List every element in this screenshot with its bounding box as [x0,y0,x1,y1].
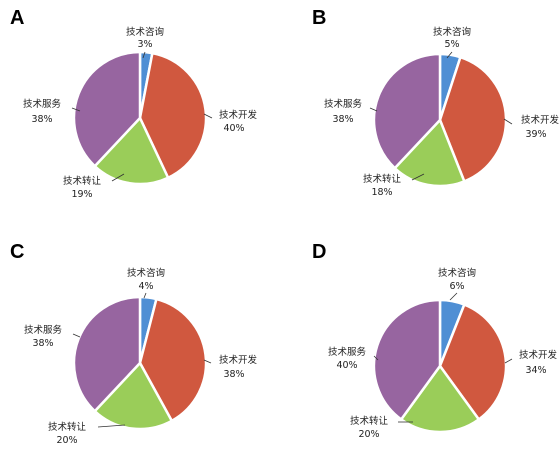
slice-percent-service: 38% [332,114,353,125]
slice-percent-development: 34% [525,365,546,376]
pie-slice-transfer [93,115,170,186]
leader-line [411,173,425,181]
slice-label-service: 技术服务 [23,98,62,110]
pie-slice-service [72,295,142,413]
leader-line [504,358,513,364]
slice-percent-service: 38% [31,114,52,125]
leader-line [449,292,458,301]
panel-letter: D [312,241,326,263]
pie-slice-service [372,298,442,422]
slice-label-service: 技术服务 [328,346,367,358]
slice-percent-transfer: 18% [371,187,392,198]
slice-label-consulting: 技术咨询 [126,26,164,38]
pie-slice-development [438,303,508,422]
slice-percent-consulting: 4% [138,281,153,292]
slice-label-consulting: 技术咨询 [127,267,165,279]
pie-slice-development [438,55,508,183]
leader-line [503,118,513,125]
slice-percent-transfer: 19% [71,189,92,200]
pie-slice-development [138,51,208,180]
slice-label-transfer: 技术转让 [363,173,402,185]
panel-letter: A [10,7,24,29]
slice-label-development: 技术开发 [219,109,258,121]
pie-slice-development [138,297,208,423]
leader-line [111,173,125,182]
leader-line [446,51,453,59]
slice-label-consulting: 技术咨询 [433,26,471,38]
pie-slice-service [72,50,142,168]
slice-label-transfer: 技术转让 [63,175,102,187]
leader-line [373,355,379,361]
leader-line [72,333,81,338]
slice-label-service: 技术服务 [24,324,63,336]
slice-percent-consulting: 6% [449,281,464,292]
panel-letter: C [10,241,24,263]
panel-letter: B [312,7,326,29]
slice-label-service: 技术服务 [324,98,363,110]
slice-percent-transfer: 20% [358,429,379,440]
leader-line [143,292,147,299]
slice-label-development: 技术开发 [219,354,258,366]
slice-label-consulting: 技术咨询 [438,267,476,279]
slice-percent-development: 40% [223,123,244,134]
slice-percent-service: 38% [32,338,53,349]
leader-line [203,113,213,119]
slice-percent-consulting: 3% [137,39,152,50]
slice-percent-transfer: 20% [56,435,77,446]
leader-line [71,107,81,112]
pie-panel-d: D 技术咨询 6% 技术开发 34% 技术转让 20% 技术服务 40% [312,241,557,440]
slice-percent-development: 38% [223,369,244,380]
pie-slice-service [372,52,442,170]
leader-line [142,51,146,59]
leader-line [97,424,126,428]
slice-label-transfer: 技术转让 [350,415,389,427]
pie-panel-c: C 技术咨询 4% 技术开发 38% 技术转让 20% 技术服务 38% [10,241,257,446]
pie-slice-transfer [393,117,466,188]
slice-label-development: 技术开发 [519,349,558,361]
slice-percent-consulting: 5% [444,39,459,50]
leader-line [369,107,378,112]
pie-slice-transfer [93,360,174,431]
leader-line [203,359,212,364]
slice-percent-service: 40% [336,360,357,371]
slice-percent-development: 39% [525,129,546,140]
slice-label-transfer: 技术转让 [48,421,87,433]
slice-label-development: 技术开发 [521,114,560,126]
